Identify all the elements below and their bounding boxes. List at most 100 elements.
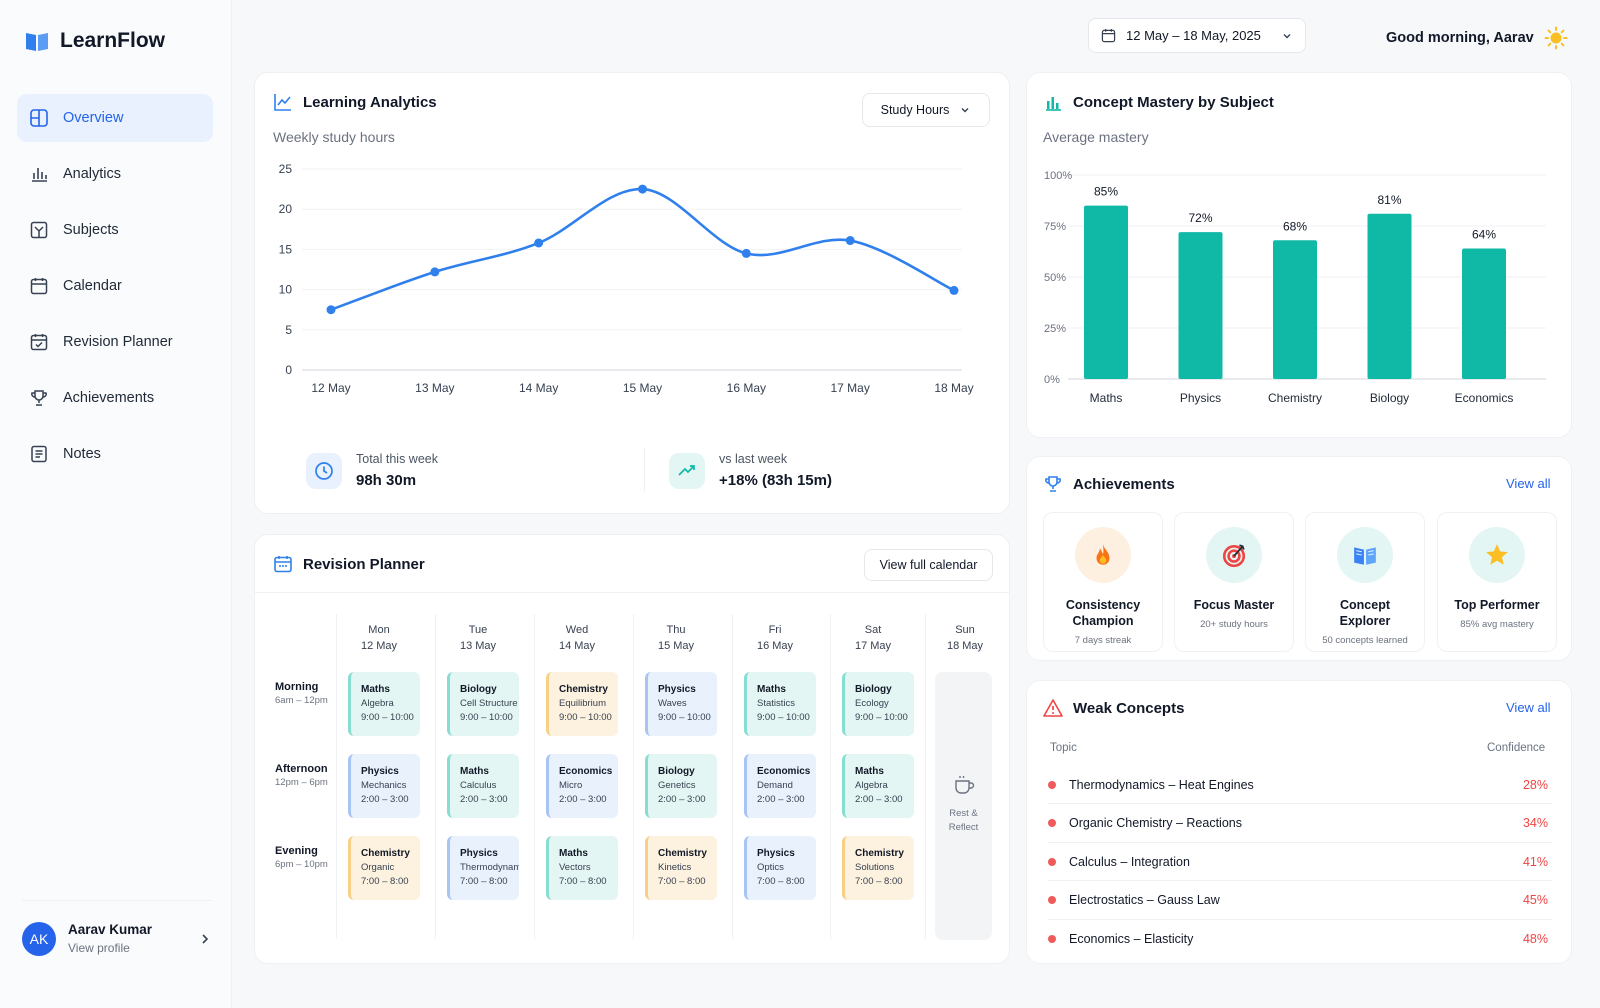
sidebar-item-label: Overview xyxy=(63,110,124,126)
column-divider xyxy=(534,614,535,939)
day-name: Sun xyxy=(955,624,975,636)
sidebar-item-achievements[interactable]: Achievements xyxy=(17,374,213,422)
achievement-subtitle: 7 days streak xyxy=(1074,635,1132,646)
weak-concepts-card xyxy=(1026,680,1572,964)
mastery-subtitle: Average mastery xyxy=(1043,129,1149,145)
date-range-picker[interactable]: 12 May – 18 May, 2025 xyxy=(1088,18,1306,53)
vs-last-week-label: vs last week xyxy=(719,452,788,466)
planner-event[interactable]: Maths Calculus 2:00 – 3:00 xyxy=(447,754,519,818)
planner-event[interactable]: Chemistry Kinetics 7:00 – 8:00 xyxy=(645,836,717,900)
planner-event[interactable]: Chemistry Organic 7:00 – 8:00 xyxy=(348,836,420,900)
column-divider xyxy=(830,614,831,939)
day-header: Tue 13 May xyxy=(438,622,518,654)
bar-maths[interactable] xyxy=(1084,205,1128,379)
data-point[interactable] xyxy=(534,238,544,248)
event-time: 9:00 – 10:00 xyxy=(658,712,711,723)
sidebar-item-calendar[interactable]: Calendar xyxy=(17,262,213,310)
weak-concept-topic: Thermodynamics – Heat Engines xyxy=(1069,777,1254,792)
bar-value-label: 64% xyxy=(1472,227,1496,241)
weak-concept-row[interactable]: Thermodynamics – Heat Engines 28% xyxy=(1048,766,1552,804)
metric-dropdown[interactable]: Study Hours xyxy=(862,93,990,127)
view-profile-link[interactable]: View profile xyxy=(68,941,130,955)
planner-event[interactable]: Physics Thermodynamics 7:00 – 8:00 xyxy=(447,836,519,900)
column-divider xyxy=(732,614,733,939)
slot-label: Afternoon 12pm – 6pm xyxy=(275,762,328,790)
planner-event[interactable]: Physics Waves 9:00 – 10:00 xyxy=(645,672,717,736)
slot-label: Evening 6pm – 10pm xyxy=(275,844,328,872)
achievement-badge xyxy=(1075,527,1131,583)
planner-event[interactable]: Maths Algebra 2:00 – 3:00 xyxy=(842,754,914,818)
planner-event[interactable]: Maths Statistics 9:00 – 10:00 xyxy=(744,672,816,736)
weak-concepts-view-all-link[interactable]: View all xyxy=(1506,700,1551,715)
weak-concept-confidence: 41% xyxy=(1522,854,1548,869)
slot-time: 6pm – 10pm xyxy=(275,859,328,870)
data-point[interactable] xyxy=(326,305,336,315)
achievement-card[interactable]: Consistency Champion 7 days streak xyxy=(1043,512,1163,652)
bar-physics[interactable] xyxy=(1178,232,1223,379)
trend-up-icon xyxy=(669,452,705,489)
data-point[interactable] xyxy=(845,236,855,246)
weak-concept-row[interactable]: Calculus – Integration 41% xyxy=(1048,843,1552,881)
sidebar-item-analytics[interactable]: Analytics xyxy=(17,150,213,198)
planner-event[interactable]: Economics Demand 2:00 – 3:00 xyxy=(744,754,816,818)
app-logo[interactable]: LearnFlow xyxy=(24,28,165,54)
day-name: Mon xyxy=(368,624,390,636)
total-week-value: 98h 30m xyxy=(356,472,417,489)
planner-event[interactable]: Chemistry Solutions 7:00 – 8:00 xyxy=(842,836,914,900)
planner-event[interactable]: Biology Cell Structure 9:00 – 10:00 xyxy=(447,672,519,736)
event-subject: Maths xyxy=(460,766,489,777)
weak-concept-row[interactable]: Electrostatics – Gauss Law 45% xyxy=(1048,882,1552,920)
event-subject: Maths xyxy=(361,684,390,695)
event-topic: Optics xyxy=(757,862,784,873)
achievement-card[interactable]: Concept Explorer 50 concepts learned xyxy=(1305,512,1425,652)
achievement-card[interactable]: Focus Master 20+ study hours xyxy=(1174,512,1294,652)
data-point[interactable] xyxy=(430,267,440,277)
planner-event[interactable]: Biology Genetics 2:00 – 3:00 xyxy=(645,754,717,818)
data-point[interactable] xyxy=(949,285,959,295)
planner-event[interactable]: Physics Optics 7:00 – 8:00 xyxy=(744,836,816,900)
planner-event[interactable]: Maths Vectors 7:00 – 8:00 xyxy=(546,836,618,900)
bar-biology[interactable] xyxy=(1367,213,1412,379)
y-tick-label: 100% xyxy=(1044,170,1072,182)
achievements-view-all-link[interactable]: View all xyxy=(1506,476,1551,491)
planner-event[interactable]: Physics Mechanics 2:00 – 3:00 xyxy=(348,754,420,818)
x-tick-label: 12 May xyxy=(311,381,350,395)
bar-economics[interactable] xyxy=(1462,248,1506,379)
weak-concept-confidence: 45% xyxy=(1522,893,1548,907)
planner-event[interactable]: Economics Micro 2:00 – 3:00 xyxy=(546,754,618,818)
planner-event[interactable]: Chemistry Equilibrium 9:00 – 10:00 xyxy=(546,672,618,736)
data-point[interactable] xyxy=(741,248,751,258)
vs-last-week-value: +18% (83h 15m) xyxy=(719,472,832,489)
sidebar-item-notes[interactable]: Notes xyxy=(17,430,213,478)
rest-day-block: Rest & Reflect xyxy=(935,672,992,940)
weak-concept-row[interactable]: Organic Chemistry – Reactions 34% xyxy=(1048,805,1552,843)
event-time: 7:00 – 8:00 xyxy=(460,876,508,887)
sidebar: LearnFlow Overview Analytics Subjects Calen… xyxy=(0,0,232,1008)
day-name: Fri xyxy=(768,624,782,636)
day-name: Tue xyxy=(468,624,488,636)
bar-chemistry[interactable] xyxy=(1273,240,1317,379)
sidebar-item-subjects[interactable]: Subjects xyxy=(17,206,213,254)
sidebar-item-overview[interactable]: Overview xyxy=(17,94,213,142)
weak-concept-row[interactable]: Economics – Elasticity 48% xyxy=(1048,920,1552,958)
planner-event[interactable]: Biology Ecology 9:00 – 10:00 xyxy=(842,672,914,736)
day-date: 18 May xyxy=(946,640,984,652)
event-time: 9:00 – 10:00 xyxy=(757,712,810,723)
category-label: Maths xyxy=(1090,391,1123,405)
sun-icon xyxy=(1544,26,1568,50)
view-full-calendar-button[interactable]: View full calendar xyxy=(864,549,993,581)
weak-concept-topic: Electrostatics – Gauss Law xyxy=(1069,893,1220,907)
achievement-title: Consistency Champion xyxy=(1065,598,1141,628)
user-profile[interactable]: AK Aarav Kumar View profile xyxy=(22,900,212,962)
bar-chart-icon xyxy=(1046,97,1061,111)
sidebar-item-revision-planner[interactable]: Revision Planner xyxy=(17,318,213,366)
event-time: 7:00 – 8:00 xyxy=(855,876,903,887)
data-point[interactable] xyxy=(638,184,647,194)
achievements-title-text: Achievements xyxy=(1073,475,1175,493)
planner-event[interactable]: Maths Algebra 9:00 – 10:00 xyxy=(348,672,420,736)
event-subject: Physics xyxy=(757,848,795,859)
achievement-card[interactable]: Top Performer 85% avg mastery xyxy=(1437,512,1557,652)
status-dot xyxy=(1048,780,1056,789)
event-subject: Biology xyxy=(460,684,497,695)
chevron-right-icon[interactable] xyxy=(198,932,212,946)
